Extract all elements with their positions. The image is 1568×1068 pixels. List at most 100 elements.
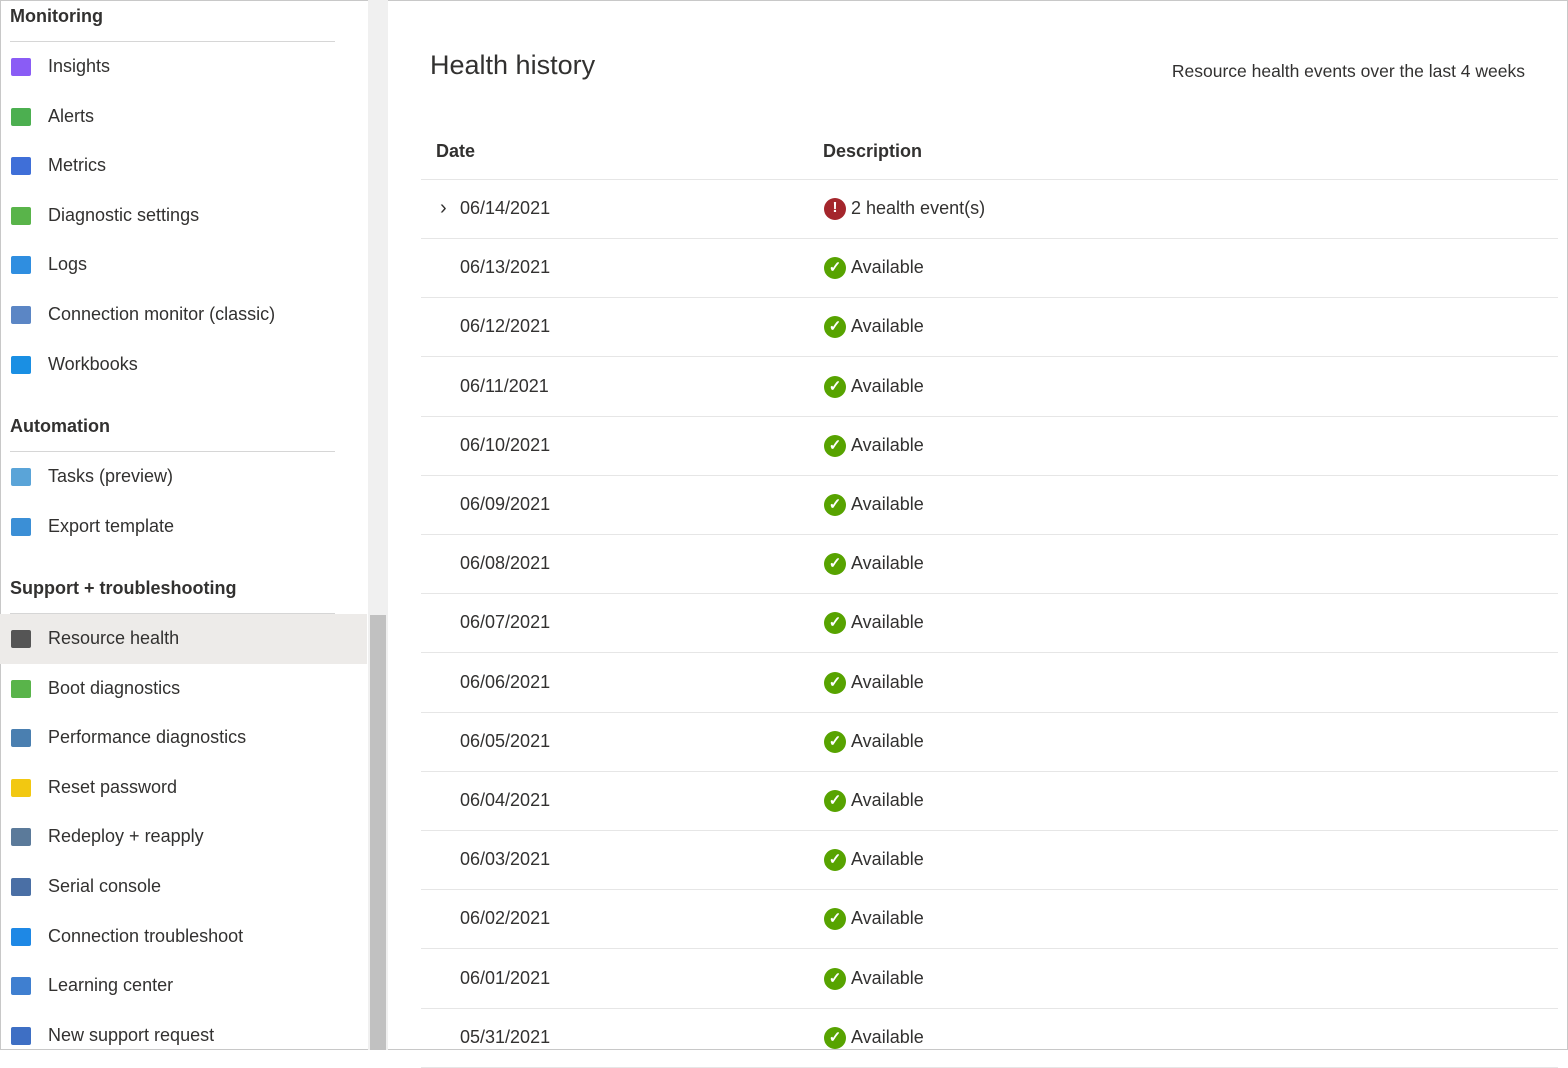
date-cell: 06/10/2021 <box>460 434 551 455</box>
row-divider <box>421 948 1558 950</box>
row-divider <box>421 356 1558 358</box>
section-title: Monitoring <box>10 6 103 26</box>
row-divider <box>421 830 1558 831</box>
nav-icon <box>11 157 31 176</box>
available-icon: ✓ <box>824 1026 846 1049</box>
nav-item[interactable]: Reset password <box>48 776 178 797</box>
section-divider <box>10 613 335 614</box>
row-divider <box>421 297 1558 299</box>
available-icon: ✓ <box>824 908 846 931</box>
available-icon: ✓ <box>824 790 846 812</box>
sidebar: Monitoring Insights Alerts Metrics Diagnosti… <box>0 0 367 1050</box>
row-divider <box>421 711 1558 713</box>
selected-highlight <box>0 614 367 664</box>
date-cell: 06/03/2021 <box>460 849 551 870</box>
available-icon: ✓ <box>824 553 846 576</box>
nav-item[interactable]: Serial console <box>48 876 162 896</box>
available-icon: ✓ <box>824 967 846 990</box>
error-icon: ! <box>824 198 846 220</box>
description-cell: Available <box>851 790 924 810</box>
description-cell: Available <box>851 375 924 396</box>
nav-icon <box>11 630 31 648</box>
nav-item[interactable]: Alerts <box>48 105 95 126</box>
header-divider <box>421 179 1558 180</box>
section-title: Support + troubleshooting <box>10 578 237 598</box>
row-divider <box>421 534 1558 535</box>
row-divider <box>421 652 1558 654</box>
nav-icon <box>11 355 31 374</box>
column-header[interactable]: Description <box>823 141 923 161</box>
nav-item[interactable]: Insights <box>48 56 111 76</box>
description-cell: Available <box>851 730 924 751</box>
description-cell: Available <box>851 612 924 633</box>
nav-item[interactable]: Boot diagnostics <box>48 677 181 698</box>
nav-item[interactable]: Logs <box>48 254 88 275</box>
date-cell: 06/08/2021 <box>460 553 551 574</box>
date-cell: 06/11/2021 <box>460 375 549 396</box>
row-divider <box>421 1007 1558 1009</box>
nav-icon <box>11 679 31 698</box>
description-cell: Available <box>851 434 924 455</box>
available-icon: ✓ <box>824 849 846 872</box>
nav-item[interactable]: Metrics <box>48 155 106 176</box>
available-icon: ✓ <box>824 494 846 516</box>
scrollbar-thumb[interactable] <box>370 615 386 1050</box>
nav-item[interactable]: Performance diagnostics <box>48 727 247 748</box>
nav-item[interactable]: Learning center <box>48 975 174 996</box>
date-cell: 06/05/2021 <box>460 730 551 751</box>
date-cell: 06/06/2021 <box>460 671 551 692</box>
description-cell: Available <box>851 908 924 929</box>
nav-icon <box>11 1026 31 1045</box>
date-cell: 06/12/2021 <box>460 316 551 337</box>
nav-icon <box>11 58 31 76</box>
description-cell: Available <box>851 671 924 692</box>
nav-item[interactable]: Connection monitor (classic) <box>48 304 276 324</box>
nav-icon <box>11 977 31 996</box>
date-cell: 06/02/2021 <box>460 908 551 929</box>
nav-item[interactable]: Diagnostic settings <box>48 204 200 225</box>
nav-icon <box>11 517 31 536</box>
nav-item[interactable]: Redeploy + reapply <box>48 826 204 847</box>
nav-icon <box>11 206 31 225</box>
expand-chevron[interactable]: › <box>440 197 447 219</box>
description-cell: Available <box>851 849 924 870</box>
description-cell: 2 health event(s) <box>851 198 986 218</box>
section-divider <box>10 41 335 42</box>
description-cell: Available <box>851 1026 924 1047</box>
available-icon: ✓ <box>824 730 846 753</box>
available-icon: ✓ <box>824 257 846 280</box>
date-cell[interactable]: 06/14/2021 <box>460 198 551 218</box>
row-divider <box>421 770 1558 772</box>
nav-item[interactable]: Resource health <box>48 628 180 648</box>
nav-item[interactable]: Tasks (preview) <box>48 466 174 486</box>
description-cell: Available <box>851 967 924 988</box>
date-cell: 06/04/2021 <box>460 790 551 810</box>
nav-item[interactable]: New support request <box>48 1024 215 1045</box>
nav-icon <box>11 256 31 275</box>
nav-icon <box>11 729 31 748</box>
available-icon: ✓ <box>824 316 846 339</box>
row-divider <box>421 415 1558 417</box>
row-divider <box>421 474 1558 476</box>
available-icon: ✓ <box>824 671 846 694</box>
nav-icon <box>11 306 31 324</box>
available-icon: ✓ <box>824 612 846 635</box>
nav-icon <box>11 927 31 946</box>
nav-item[interactable]: Export template <box>48 515 175 536</box>
nav-item[interactable]: Workbooks <box>48 353 138 374</box>
nav-icon <box>11 778 31 797</box>
date-cell: 06/13/2021 <box>460 257 551 278</box>
nav-icon <box>11 828 31 847</box>
description-cell: Available <box>851 494 924 514</box>
panel-title: Health history <box>430 50 596 80</box>
available-icon: ✓ <box>824 375 846 398</box>
row-divider <box>421 238 1558 239</box>
date-cell: 06/09/2021 <box>460 494 551 514</box>
section-title: Automation <box>10 416 110 436</box>
section-divider <box>10 451 335 452</box>
date-cell: 06/07/2021 <box>460 612 551 633</box>
nav-icon <box>11 878 31 896</box>
nav-item[interactable]: Connection troubleshoot <box>48 925 244 946</box>
column-header[interactable]: Date <box>436 141 476 161</box>
